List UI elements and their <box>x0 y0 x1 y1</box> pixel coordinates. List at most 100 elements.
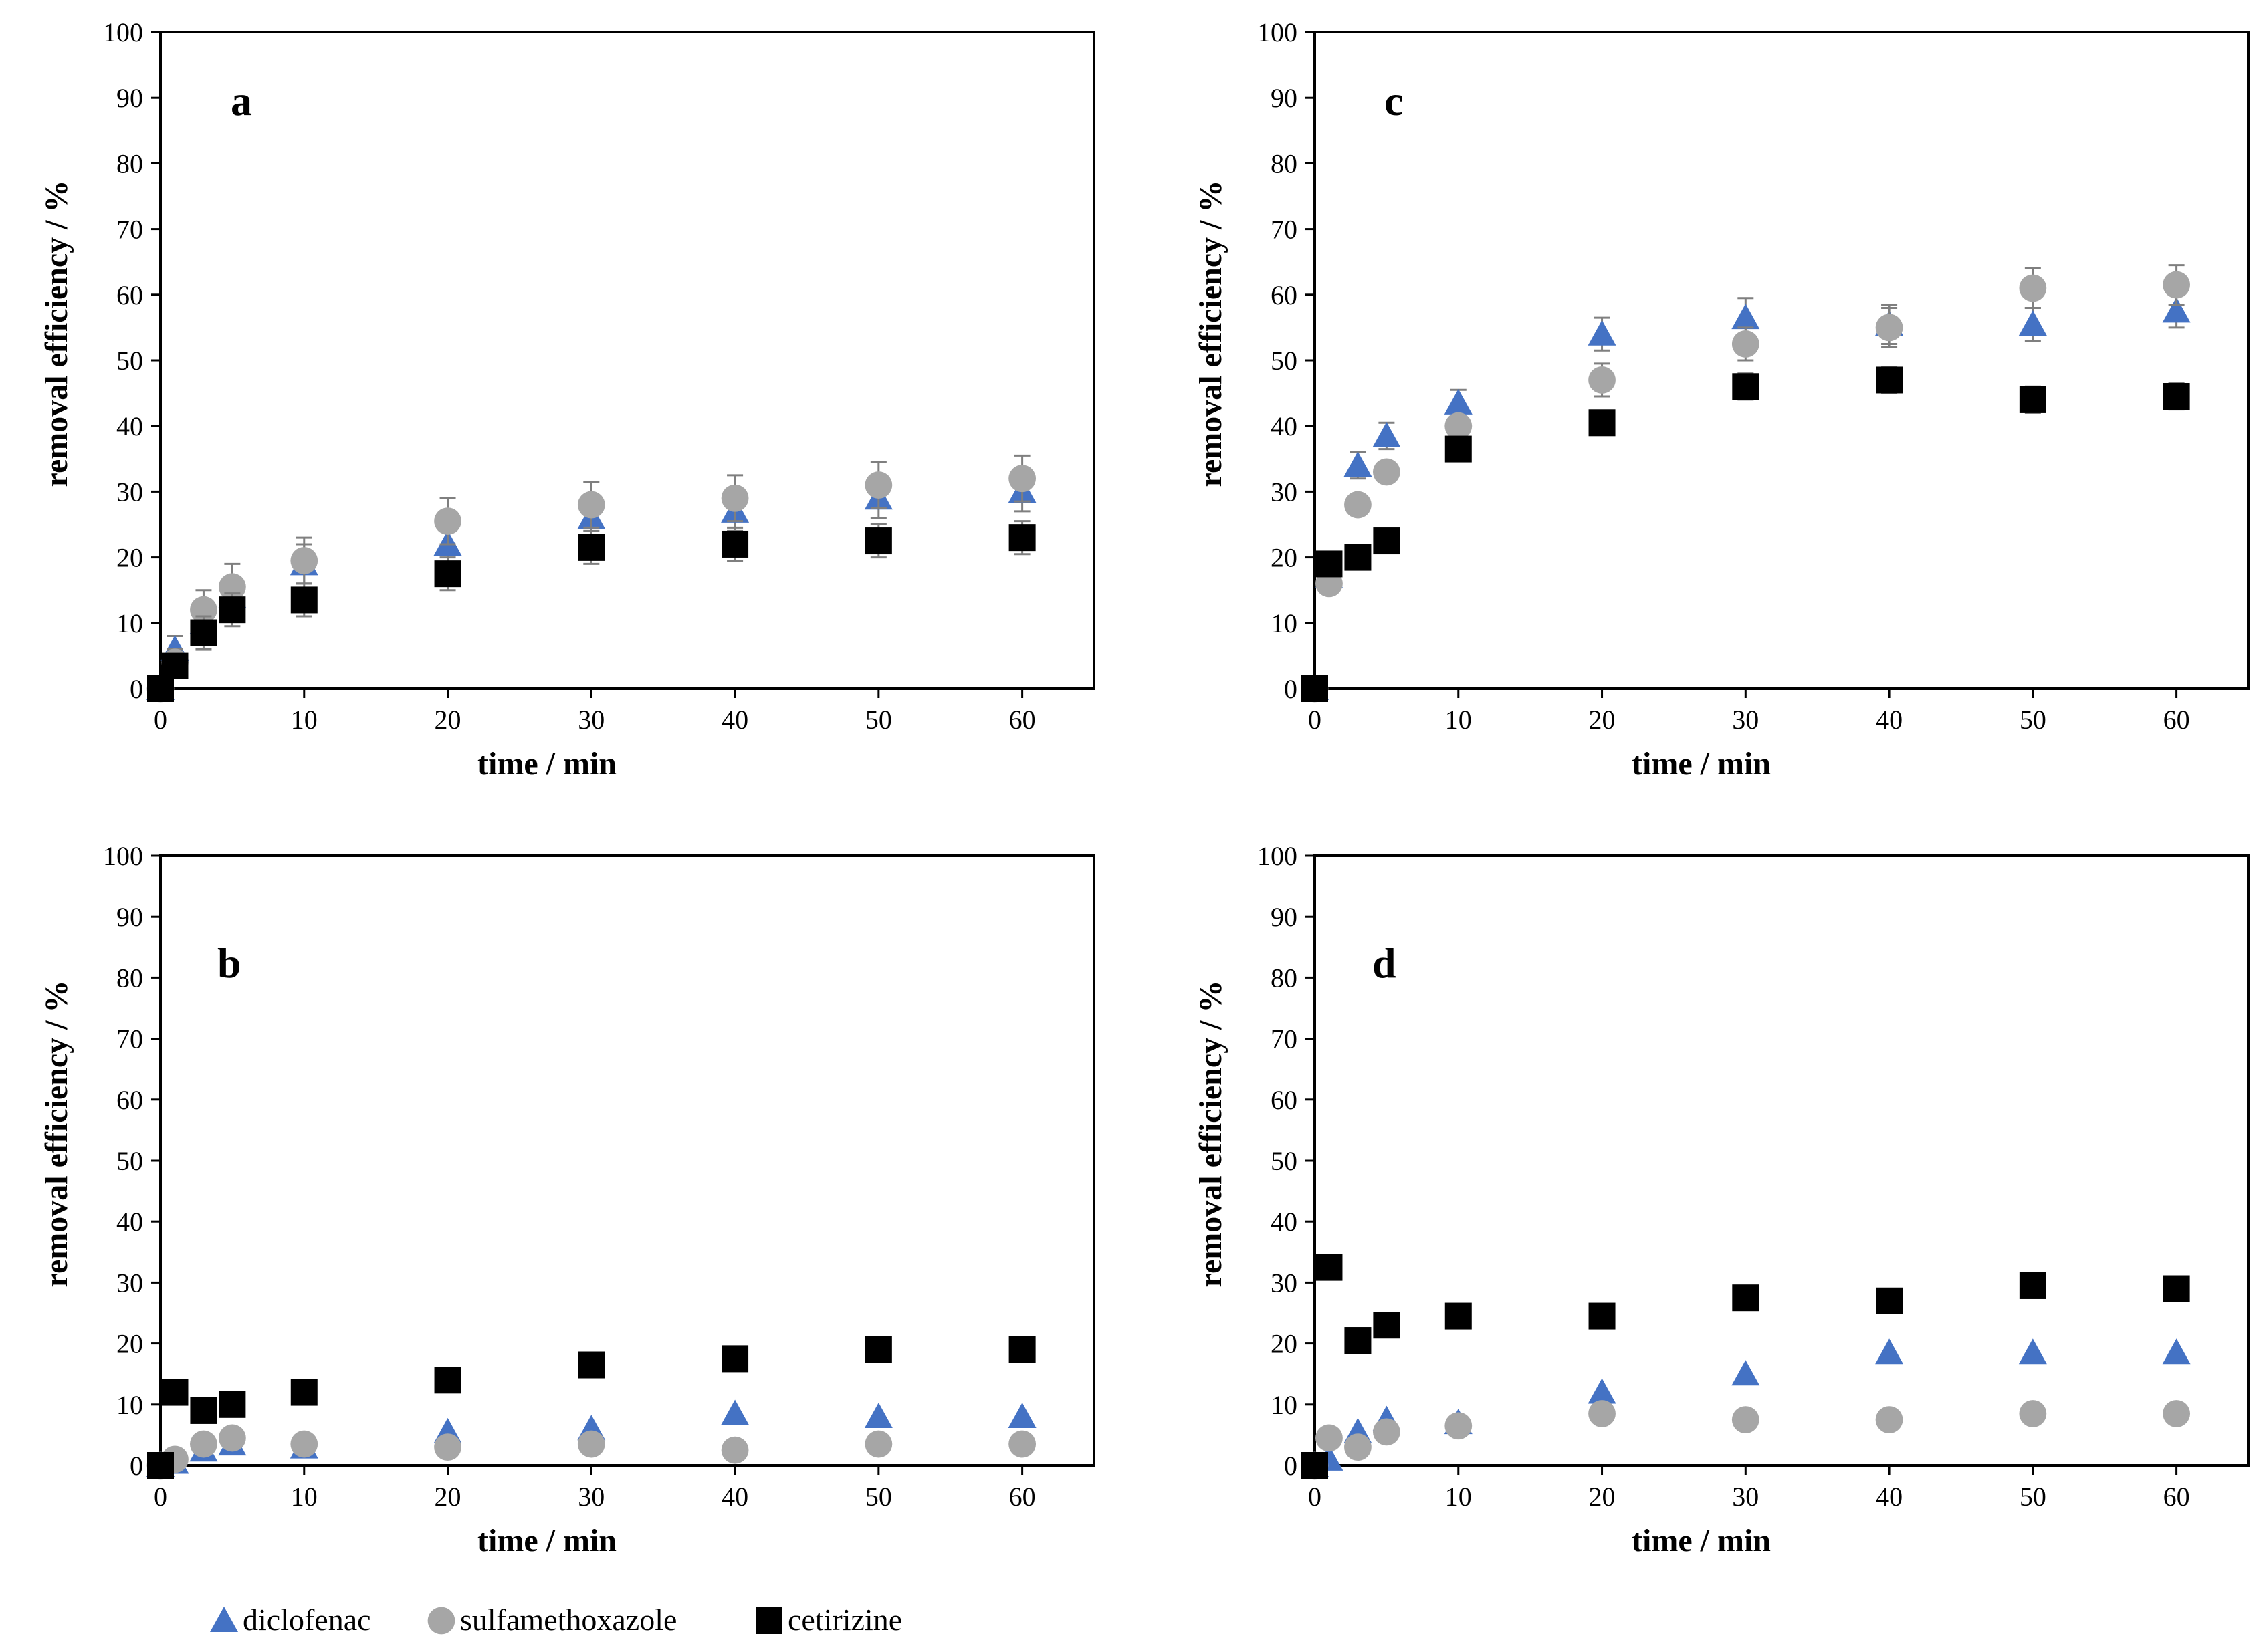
data-point-sulfamethoxazole <box>865 1430 893 1458</box>
data-point-cetirizine <box>147 675 174 702</box>
panel-a: 0 10 20 30 40 50 60 70 80 90 100 0 10 20 30 40 50 60 time … <box>39 17 1095 782</box>
data-point-sulfamethoxazole <box>865 471 893 499</box>
data-point-cetirizine <box>578 1351 605 1379</box>
x-tick-label: 30 <box>1732 1482 1759 1512</box>
x-tick-label: 50 <box>865 705 892 735</box>
y-tick-label: 80 <box>116 963 143 993</box>
data-point-cetirizine <box>1301 675 1328 702</box>
data-point-cetirizine <box>161 652 189 679</box>
x-tick-label: 10 <box>1445 1482 1472 1512</box>
y-tick-label: 10 <box>1271 608 1297 638</box>
y-tick-label: 90 <box>1271 902 1297 932</box>
data-point-cetirizine <box>1444 435 1472 463</box>
data-point-cetirizine <box>722 1345 749 1373</box>
data-point-diclofenac <box>2162 1338 2191 1365</box>
data-point-cetirizine <box>1301 1452 1328 1479</box>
data-point-diclofenac <box>2162 297 2191 323</box>
y-tick-label: 40 <box>116 1207 143 1237</box>
legend-label-cetirizine: cetirizine <box>788 1603 902 1637</box>
y-tick-label: 30 <box>116 477 143 507</box>
x-axis-title: time / min <box>1632 746 1771 782</box>
x-tick-label: 10 <box>291 1482 318 1512</box>
y-tick-label: 90 <box>1271 83 1297 113</box>
legend-marker-diclofenac <box>210 1607 238 1632</box>
data-point-cetirizine <box>722 530 749 558</box>
y-axis-title: removal efficiency / % <box>1193 981 1228 1288</box>
y-tick-label: 30 <box>1271 1268 1297 1298</box>
data-point-sulfamethoxazole <box>1731 1406 1759 1434</box>
y-tick-label: 40 <box>1271 411 1297 441</box>
x-tick-label: 0 <box>154 705 167 735</box>
data-point-cetirizine <box>1732 373 1759 400</box>
x-tick-label: 60 <box>1009 1482 1036 1512</box>
x-axis-title: time / min <box>477 746 617 782</box>
y-tick-label: 0 <box>1284 674 1297 704</box>
data-point-sulfamethoxazole <box>1315 1424 1343 1452</box>
y-axis-title: removal efficiency / % <box>1193 181 1228 487</box>
panel-d: 0 10 20 30 40 50 60 70 80 90 100 0 10 20 30 40 50 60 time … <box>1193 841 2250 1558</box>
data-point-sulfamethoxazole <box>1731 330 1759 358</box>
data-point-cetirizine <box>434 560 461 588</box>
data-point-cetirizine <box>2019 1272 2046 1299</box>
panel-c: 0 10 20 30 40 50 60 70 80 90 100 0 10 20 30 40 50 60 time … <box>1193 17 2250 782</box>
data-point-sulfamethoxazole <box>1008 1430 1037 1458</box>
data-point-cetirizine <box>290 586 318 614</box>
series-sulfamethoxazole <box>1301 264 2191 703</box>
panel-letter: b <box>217 939 241 987</box>
series-sulfamethoxazole <box>1301 1400 2191 1480</box>
y-tick-label: 10 <box>1271 1390 1297 1420</box>
x-tick-label: 50 <box>2020 705 2046 735</box>
x-tick-label: 50 <box>2020 1482 2046 1512</box>
panel-letter: d <box>1372 939 1396 987</box>
data-point-diclofenac <box>1343 451 1372 477</box>
series-cetirizine <box>1301 366 2190 702</box>
x-tick-label: 0 <box>154 1482 167 1512</box>
y-tick-label: 90 <box>116 83 143 113</box>
data-point-sulfamethoxazole <box>577 491 605 519</box>
y-tick-label: 60 <box>116 280 143 310</box>
data-point-sulfamethoxazole <box>434 1433 461 1461</box>
data-point-diclofenac <box>2018 1338 2047 1365</box>
y-tick-label: 100 <box>1257 17 1297 47</box>
data-point-sulfamethoxazole <box>1344 1433 1372 1461</box>
y-tick-label: 50 <box>1271 346 1297 376</box>
legend-marker-sulfamethoxazole <box>427 1607 455 1635</box>
data-point-sulfamethoxazole <box>1875 314 1903 342</box>
data-point-cetirizine <box>434 1367 461 1394</box>
data-point-cetirizine <box>1315 1254 1343 1281</box>
legend-label-sulfamethoxazole: sulfamethoxazole <box>460 1603 677 1637</box>
data-point-sulfamethoxazole <box>2163 1400 2191 1427</box>
x-tick-label: 10 <box>1445 705 1472 735</box>
data-point-cetirizine <box>1008 1336 1036 1363</box>
data-point-sulfamethoxazole <box>218 1424 246 1452</box>
plot-frame <box>159 854 1095 1467</box>
x-tick-label: 40 <box>722 1482 748 1512</box>
data-point-cetirizine <box>2019 386 2046 413</box>
x-tick-label: 0 <box>1308 705 1321 735</box>
series-sulfamethoxazole <box>146 1424 1037 1480</box>
x-tick-label: 0 <box>1308 1482 1321 1512</box>
y-tick-label: 70 <box>1271 1024 1297 1054</box>
data-point-diclofenac <box>1731 304 1760 330</box>
data-point-cetirizine <box>219 1391 246 1418</box>
plot-frame <box>1313 854 2250 1467</box>
y-tick-label: 0 <box>130 674 143 704</box>
y-tick-label: 60 <box>1271 280 1297 310</box>
x-tick-label: 40 <box>1876 1482 1903 1512</box>
data-point-sulfamethoxazole <box>577 1430 605 1458</box>
data-point-diclofenac <box>1588 1378 1616 1404</box>
data-point-cetirizine <box>290 1379 318 1406</box>
data-point-sulfamethoxazole <box>2019 274 2047 302</box>
x-tick-label: 30 <box>578 705 605 735</box>
x-tick-label: 40 <box>1876 705 1903 735</box>
x-tick-label: 20 <box>1589 705 1616 735</box>
y-axis-title: removal efficiency / % <box>39 981 74 1288</box>
data-point-diclofenac <box>2018 310 2047 336</box>
data-point-sulfamethoxazole <box>190 1430 217 1458</box>
data-point-cetirizine <box>1344 1327 1372 1354</box>
data-point-sulfamethoxazole <box>1372 458 1400 486</box>
y-tick-label: 60 <box>116 1085 143 1115</box>
data-point-cetirizine <box>1315 550 1343 578</box>
data-point-sulfamethoxazole <box>1588 1400 1616 1427</box>
